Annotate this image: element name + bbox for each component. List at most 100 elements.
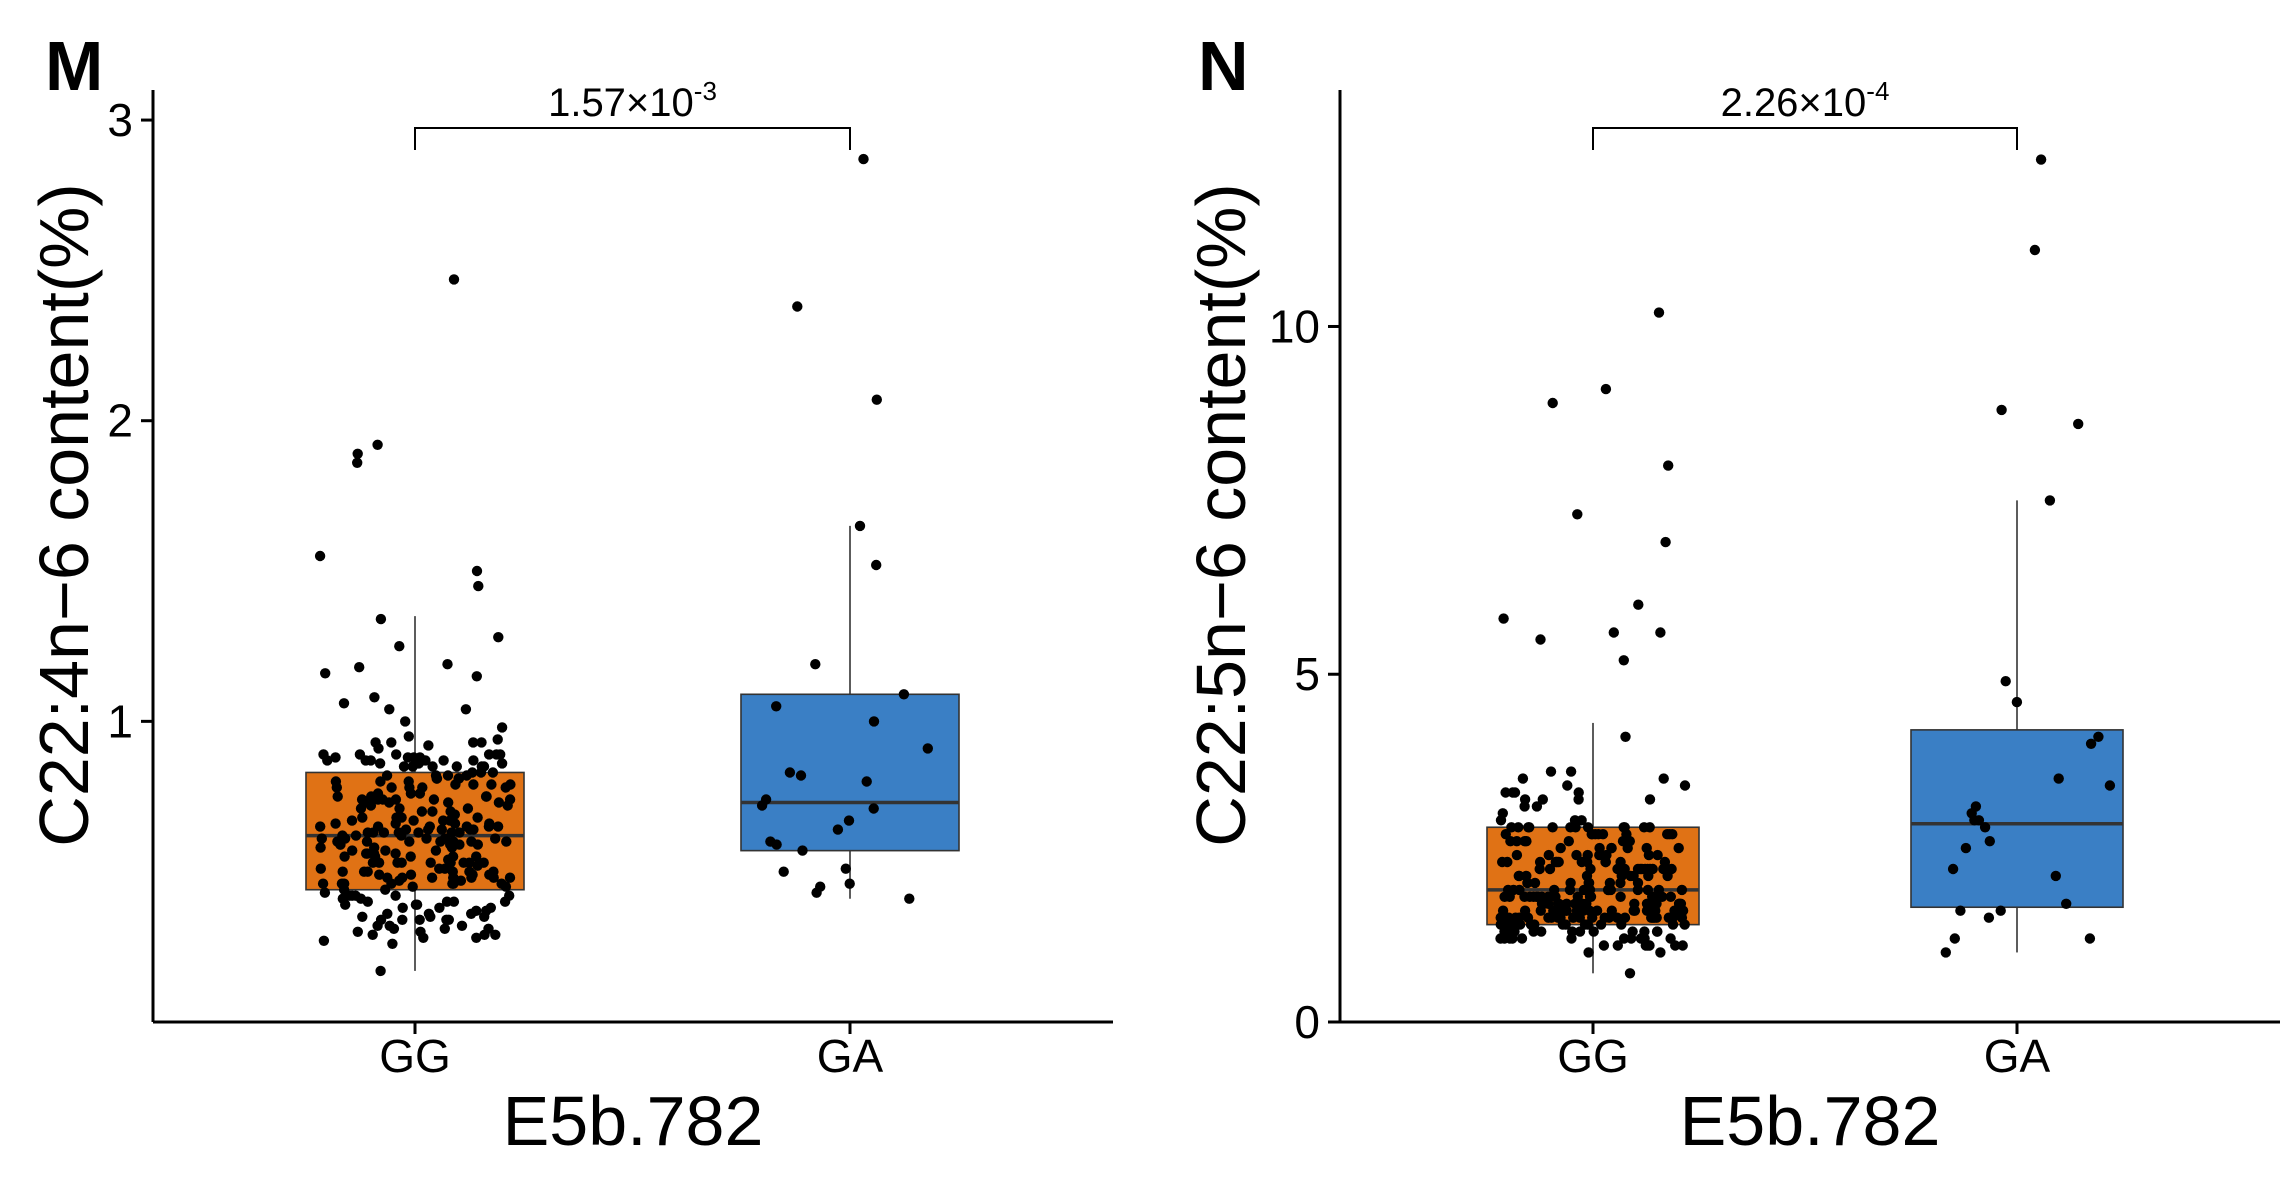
- data-point: [2050, 870, 2061, 882]
- data-point: [387, 938, 398, 949]
- data-point: [356, 794, 368, 805]
- data-point: [1511, 836, 1523, 847]
- data-point: [462, 803, 474, 814]
- data-point: [339, 851, 350, 862]
- data-point: [380, 845, 391, 856]
- data-point: [481, 791, 492, 802]
- data-point: [464, 857, 475, 868]
- data-point: [330, 818, 341, 829]
- data-point: [424, 821, 435, 832]
- data-point: [756, 800, 768, 811]
- data-point: [1497, 905, 1509, 916]
- data-point: [792, 301, 803, 312]
- data-point: [1643, 849, 1655, 861]
- data-point: [1664, 829, 1675, 840]
- data-point: [443, 797, 454, 808]
- data-point: [479, 911, 490, 922]
- data-point: [442, 770, 454, 781]
- data-point: [416, 806, 428, 817]
- data-point: [1615, 877, 1626, 889]
- data-point: [2093, 731, 2104, 742]
- data-point: [1536, 926, 1547, 937]
- p-value-label: 1.57×10-3: [548, 76, 717, 125]
- data-point: [1537, 794, 1549, 805]
- data-point: [2084, 933, 2096, 944]
- data-point: [448, 274, 460, 285]
- data-point: [922, 743, 933, 754]
- data-point: [405, 851, 416, 862]
- data-point: [1947, 863, 1959, 875]
- data-point: [1495, 815, 1507, 826]
- data-point: [1652, 926, 1663, 937]
- data-point: [354, 749, 366, 760]
- data-point: [2061, 898, 2072, 909]
- data-point: [398, 761, 410, 772]
- data-point: [466, 836, 477, 847]
- data-point: [330, 776, 342, 787]
- x-tick-label: GA: [817, 1030, 884, 1082]
- panel-letter: N: [1198, 27, 1249, 105]
- data-point: [1557, 919, 1569, 930]
- data-point: [374, 758, 386, 769]
- data-point: [1949, 933, 1961, 944]
- data-point: [1624, 968, 1636, 979]
- data-point: [434, 902, 445, 913]
- data-point: [357, 812, 368, 823]
- data-point: [1586, 829, 1597, 840]
- data-point: [362, 866, 373, 877]
- data-point: [407, 761, 418, 772]
- data-point: [434, 863, 445, 874]
- data-point: [439, 833, 451, 844]
- data-point: [476, 737, 487, 748]
- y-tick-label: 10: [1269, 300, 1320, 352]
- data-point: [1638, 822, 1650, 833]
- data-point: [403, 731, 414, 742]
- data-point: [397, 914, 408, 925]
- data-point: [431, 773, 443, 784]
- y-tick-label: 1: [107, 695, 133, 747]
- data-point: [1663, 460, 1674, 471]
- data-point: [1655, 947, 1666, 958]
- data-point: [502, 800, 513, 811]
- data-point: [369, 842, 380, 853]
- box-GA: [1910, 729, 2124, 909]
- data-point: [1514, 912, 1525, 923]
- data-point: [795, 770, 807, 781]
- data-point: [478, 857, 489, 868]
- y-axis-title: C22:4n−6 content(%): [25, 183, 103, 846]
- data-point: [797, 845, 808, 856]
- data-point: [1588, 926, 1599, 937]
- data-point: [1983, 912, 1995, 923]
- data-point: [1598, 940, 1610, 951]
- data-point: [1528, 891, 1539, 902]
- data-point: [1529, 877, 1541, 889]
- data-point: [1508, 884, 1519, 896]
- y-tick-label: 0: [1294, 996, 1320, 1048]
- data-point: [1676, 884, 1688, 896]
- data-point: [1996, 404, 2007, 416]
- data-point: [1531, 801, 1543, 812]
- data-point: [367, 929, 378, 940]
- data-point: [423, 908, 435, 919]
- data-point: [471, 905, 482, 916]
- data-point: [413, 827, 424, 838]
- data-point: [471, 671, 482, 682]
- data-point: [479, 929, 490, 940]
- data-point: [380, 884, 391, 895]
- data-point: [501, 836, 512, 847]
- data-point: [386, 782, 397, 793]
- data-point: [397, 872, 408, 883]
- data-point: [784, 767, 796, 778]
- series-GG: [1486, 307, 1700, 979]
- data-point: [1591, 905, 1603, 916]
- data-point: [1658, 863, 1669, 875]
- data-point: [1660, 536, 1671, 548]
- data-point: [317, 878, 329, 889]
- data-point: [414, 788, 426, 799]
- data-point: [483, 749, 495, 760]
- data-point: [490, 833, 501, 844]
- data-point: [1516, 933, 1528, 944]
- data-point: [2053, 773, 2064, 784]
- data-point: [871, 394, 882, 405]
- data-point: [386, 737, 397, 748]
